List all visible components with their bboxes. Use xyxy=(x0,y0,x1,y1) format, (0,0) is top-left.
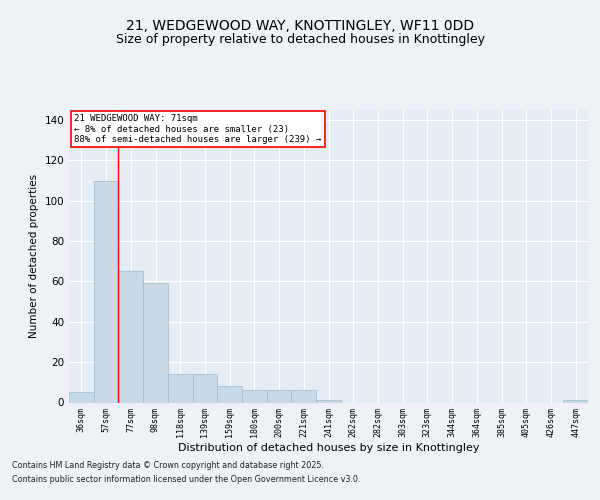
Bar xyxy=(267,390,292,402)
Bar xyxy=(316,400,341,402)
Bar xyxy=(94,180,118,402)
Bar xyxy=(242,390,267,402)
Bar xyxy=(217,386,242,402)
Bar xyxy=(69,392,94,402)
Bar xyxy=(193,374,217,402)
Text: Contains HM Land Registry data © Crown copyright and database right 2025.: Contains HM Land Registry data © Crown c… xyxy=(12,461,324,470)
X-axis label: Distribution of detached houses by size in Knottingley: Distribution of detached houses by size … xyxy=(178,443,479,453)
Text: 21 WEDGEWOOD WAY: 71sqm
← 8% of detached houses are smaller (23)
88% of semi-det: 21 WEDGEWOOD WAY: 71sqm ← 8% of detached… xyxy=(74,114,322,144)
Bar xyxy=(168,374,193,402)
Y-axis label: Number of detached properties: Number of detached properties xyxy=(29,174,39,338)
Bar xyxy=(118,272,143,402)
Text: Contains public sector information licensed under the Open Government Licence v3: Contains public sector information licen… xyxy=(12,475,361,484)
Bar xyxy=(292,390,316,402)
Bar xyxy=(143,284,168,403)
Bar xyxy=(563,400,588,402)
Text: Size of property relative to detached houses in Knottingley: Size of property relative to detached ho… xyxy=(115,32,485,46)
Text: 21, WEDGEWOOD WAY, KNOTTINGLEY, WF11 0DD: 21, WEDGEWOOD WAY, KNOTTINGLEY, WF11 0DD xyxy=(126,19,474,33)
